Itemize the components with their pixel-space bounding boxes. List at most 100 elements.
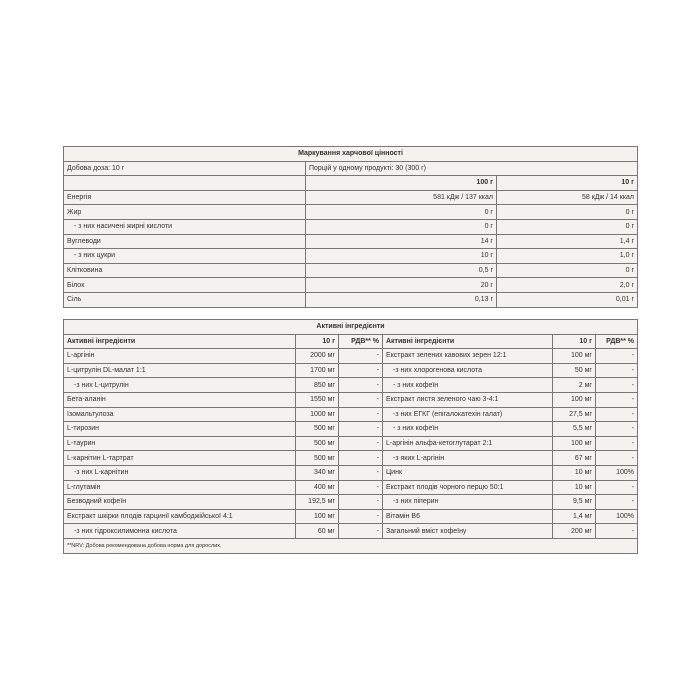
nutrient-name: - з них насичені жирні кислоти bbox=[63, 218, 306, 235]
col-100g: 100 г bbox=[305, 175, 497, 191]
table-row: L-цитрулін DL-малат 1:1 1700 мг - -з них хл… bbox=[63, 362, 638, 379]
table-row: -з них L-карнітин 340 мг - Цинк 10 мг 100% bbox=[63, 464, 638, 481]
value-100g: 0 г bbox=[305, 218, 497, 235]
ingredient-name: -з них гідроксилимонна кислота bbox=[63, 523, 296, 539]
head-rdv: РДВ** % bbox=[595, 333, 638, 350]
table-row: -з них гідроксилимонна кислота 60 мг - Зага… bbox=[63, 523, 638, 539]
ingredient-rdv: - bbox=[338, 406, 383, 423]
ingredient-name: -з яких L-аргінін bbox=[382, 450, 553, 466]
table-row: Білок 20 г 2,0 г bbox=[63, 277, 639, 293]
ingredient-rdv: - bbox=[595, 450, 638, 466]
value-10g: 58 кДж / 14 ккал bbox=[495, 189, 639, 206]
nutrition-table: Маркування харчової цінності Добова доза… bbox=[62, 146, 639, 308]
ingredient-dose: 500 мг bbox=[295, 450, 339, 466]
ingredient-rdv: - bbox=[595, 377, 638, 393]
daily-dose: Добова доза: 10 г bbox=[63, 160, 306, 177]
ingredient-name: Екстракт зелених кавових зерен 12:1 bbox=[382, 348, 553, 364]
ingredient-dose: 1,4 мг bbox=[552, 508, 596, 525]
table-row: Вуглеводи 14 г 1,4 г bbox=[63, 233, 639, 250]
ingredient-name: -з них ЕГКГ (епігалокатехін галат) bbox=[382, 406, 553, 423]
ingredient-name: - з них кофеїн bbox=[382, 377, 553, 393]
ingredient-dose: 192,5 мг bbox=[295, 494, 339, 510]
table-row: L-глутамін 400 мг - Екстракт плодів чорного… bbox=[63, 479, 638, 496]
ingredient-name: L-глутамін bbox=[63, 479, 296, 496]
ingredient-dose: 5,5 мг bbox=[552, 421, 596, 437]
ingredient-name: Загальний вміст кофеїну bbox=[382, 523, 553, 539]
nutrient-name: - з них цукри bbox=[63, 248, 306, 264]
ingredient-dose: 2000 мг bbox=[295, 348, 339, 364]
ingredient-dose: 10 мг bbox=[552, 464, 596, 481]
value-100g: 0 г bbox=[305, 204, 497, 220]
portions: Порцій у одному продукті: 30 (300 г) bbox=[304, 160, 639, 177]
ingredient-name: L-таурин bbox=[63, 435, 296, 452]
ingredient-rdv: - bbox=[595, 494, 638, 510]
ingredient-name: Безводний кофеїн bbox=[63, 494, 296, 510]
ingredient-rdv: - bbox=[338, 377, 383, 393]
nutrient-name: Вуглеводи bbox=[63, 233, 306, 250]
ingredient-dose: 67 мг bbox=[552, 450, 596, 466]
ingredient-rdv: - bbox=[338, 348, 383, 364]
ingredient-name: L-цитрулін DL-малат 1:1 bbox=[63, 362, 296, 379]
value-100g: 0,13 г bbox=[305, 291, 497, 308]
ingredient-name: Екстракт шкірки плодів гарцинії камбоджі… bbox=[63, 508, 296, 525]
ingredient-dose: 400 мг bbox=[295, 479, 339, 496]
ingredient-name: Бета-аланін bbox=[63, 391, 296, 408]
ingredient-dose: 500 мг bbox=[295, 435, 339, 452]
table-row: Безводний кофеїн 192,5 мг - -з них піперин 9… bbox=[63, 494, 638, 510]
active-ingredients-table: Активні інгредієнти Активні інгредієнти … bbox=[63, 319, 638, 554]
table-row: -з них L-цитрулін 850 мг - - з них кофеїн 2 … bbox=[63, 377, 638, 393]
ingredient-dose: 9,5 мг bbox=[552, 494, 596, 510]
nutrient-name: Білок bbox=[63, 277, 306, 293]
ingredient-dose: 50 мг bbox=[552, 362, 596, 379]
table-row: L-аргінін 2000 мг - Екстракт зелених кавови… bbox=[63, 348, 638, 364]
table-row: L-тирозин 500 мг - - з них кофеїн 5,5 мг - bbox=[63, 421, 638, 437]
ingredient-rdv: - bbox=[595, 479, 638, 496]
nutrient-name: Сіль bbox=[63, 291, 306, 308]
ingredient-dose: 27,5 мг bbox=[552, 406, 596, 423]
ingredient-name: L-карнітин L-тартрат bbox=[63, 450, 296, 466]
value-100g: 20 г bbox=[305, 277, 497, 293]
ingredient-name: -з них L-карнітин bbox=[63, 464, 296, 481]
ingredient-rdv: - bbox=[595, 523, 638, 539]
table-row: Екстракт шкірки плодів гарцинії камбоджі… bbox=[63, 508, 638, 525]
ingredient-dose: 100 мг bbox=[552, 435, 596, 452]
ingredient-rdv: - bbox=[338, 508, 383, 525]
ingredient-rdv: - bbox=[595, 421, 638, 437]
ingredient-dose: 10 мг bbox=[552, 479, 596, 496]
ingredient-rdv: - bbox=[338, 450, 383, 466]
nutrient-name: Жир bbox=[63, 204, 306, 220]
ingredient-rdv: - bbox=[595, 391, 638, 408]
ingredient-dose: 100 мг bbox=[552, 391, 596, 408]
value-10g: 0 г bbox=[495, 218, 639, 235]
ingredient-name: L-тирозин bbox=[63, 421, 296, 437]
head-dose: 10 г bbox=[295, 333, 339, 350]
footnote: **NRV: Добова рекомендована добова норма… bbox=[63, 537, 638, 554]
table-row: - з них цукри 10 г 1,0 г bbox=[63, 248, 639, 264]
ingredient-name: Екстракт листя зеленого чаю 3-4:1 bbox=[382, 391, 553, 408]
ingredient-rdv: - bbox=[338, 391, 383, 408]
ingredient-dose: 2 мг bbox=[552, 377, 596, 393]
ingredient-dose: 100 мг bbox=[295, 508, 339, 525]
ingredient-dose: 500 мг bbox=[295, 421, 339, 437]
value-100g: 14 г bbox=[305, 233, 497, 250]
value-100g: 0,5 г bbox=[305, 262, 497, 279]
ingredient-name: - з них кофеїн bbox=[382, 421, 553, 437]
ingredient-dose: 100 мг bbox=[552, 348, 596, 364]
ingredient-rdv: - bbox=[338, 494, 383, 510]
value-10g: 1,4 г bbox=[495, 233, 639, 250]
active-title: Активні інгредієнти bbox=[63, 319, 638, 335]
ingredient-rdv: - bbox=[338, 435, 383, 452]
col-10g: 10 г bbox=[495, 175, 639, 191]
table-row: Ізомальтулоза 1000 мг - -з них ЕГКГ (епігал… bbox=[63, 406, 638, 423]
value-100g: 581 кДж / 137 ккал bbox=[305, 189, 497, 206]
ingredient-name: L-аргінін bbox=[63, 348, 296, 364]
value-100g: 10 г bbox=[305, 248, 497, 264]
ingredient-dose: 200 мг bbox=[552, 523, 596, 539]
ingredient-name: Ізомальтулоза bbox=[63, 406, 296, 423]
ingredient-rdv: - bbox=[595, 348, 638, 364]
ingredient-name: -з них піперин bbox=[382, 494, 553, 510]
table-row: Енергія 581 кДж / 137 ккал 58 кДж / 14 кка… bbox=[63, 189, 639, 206]
